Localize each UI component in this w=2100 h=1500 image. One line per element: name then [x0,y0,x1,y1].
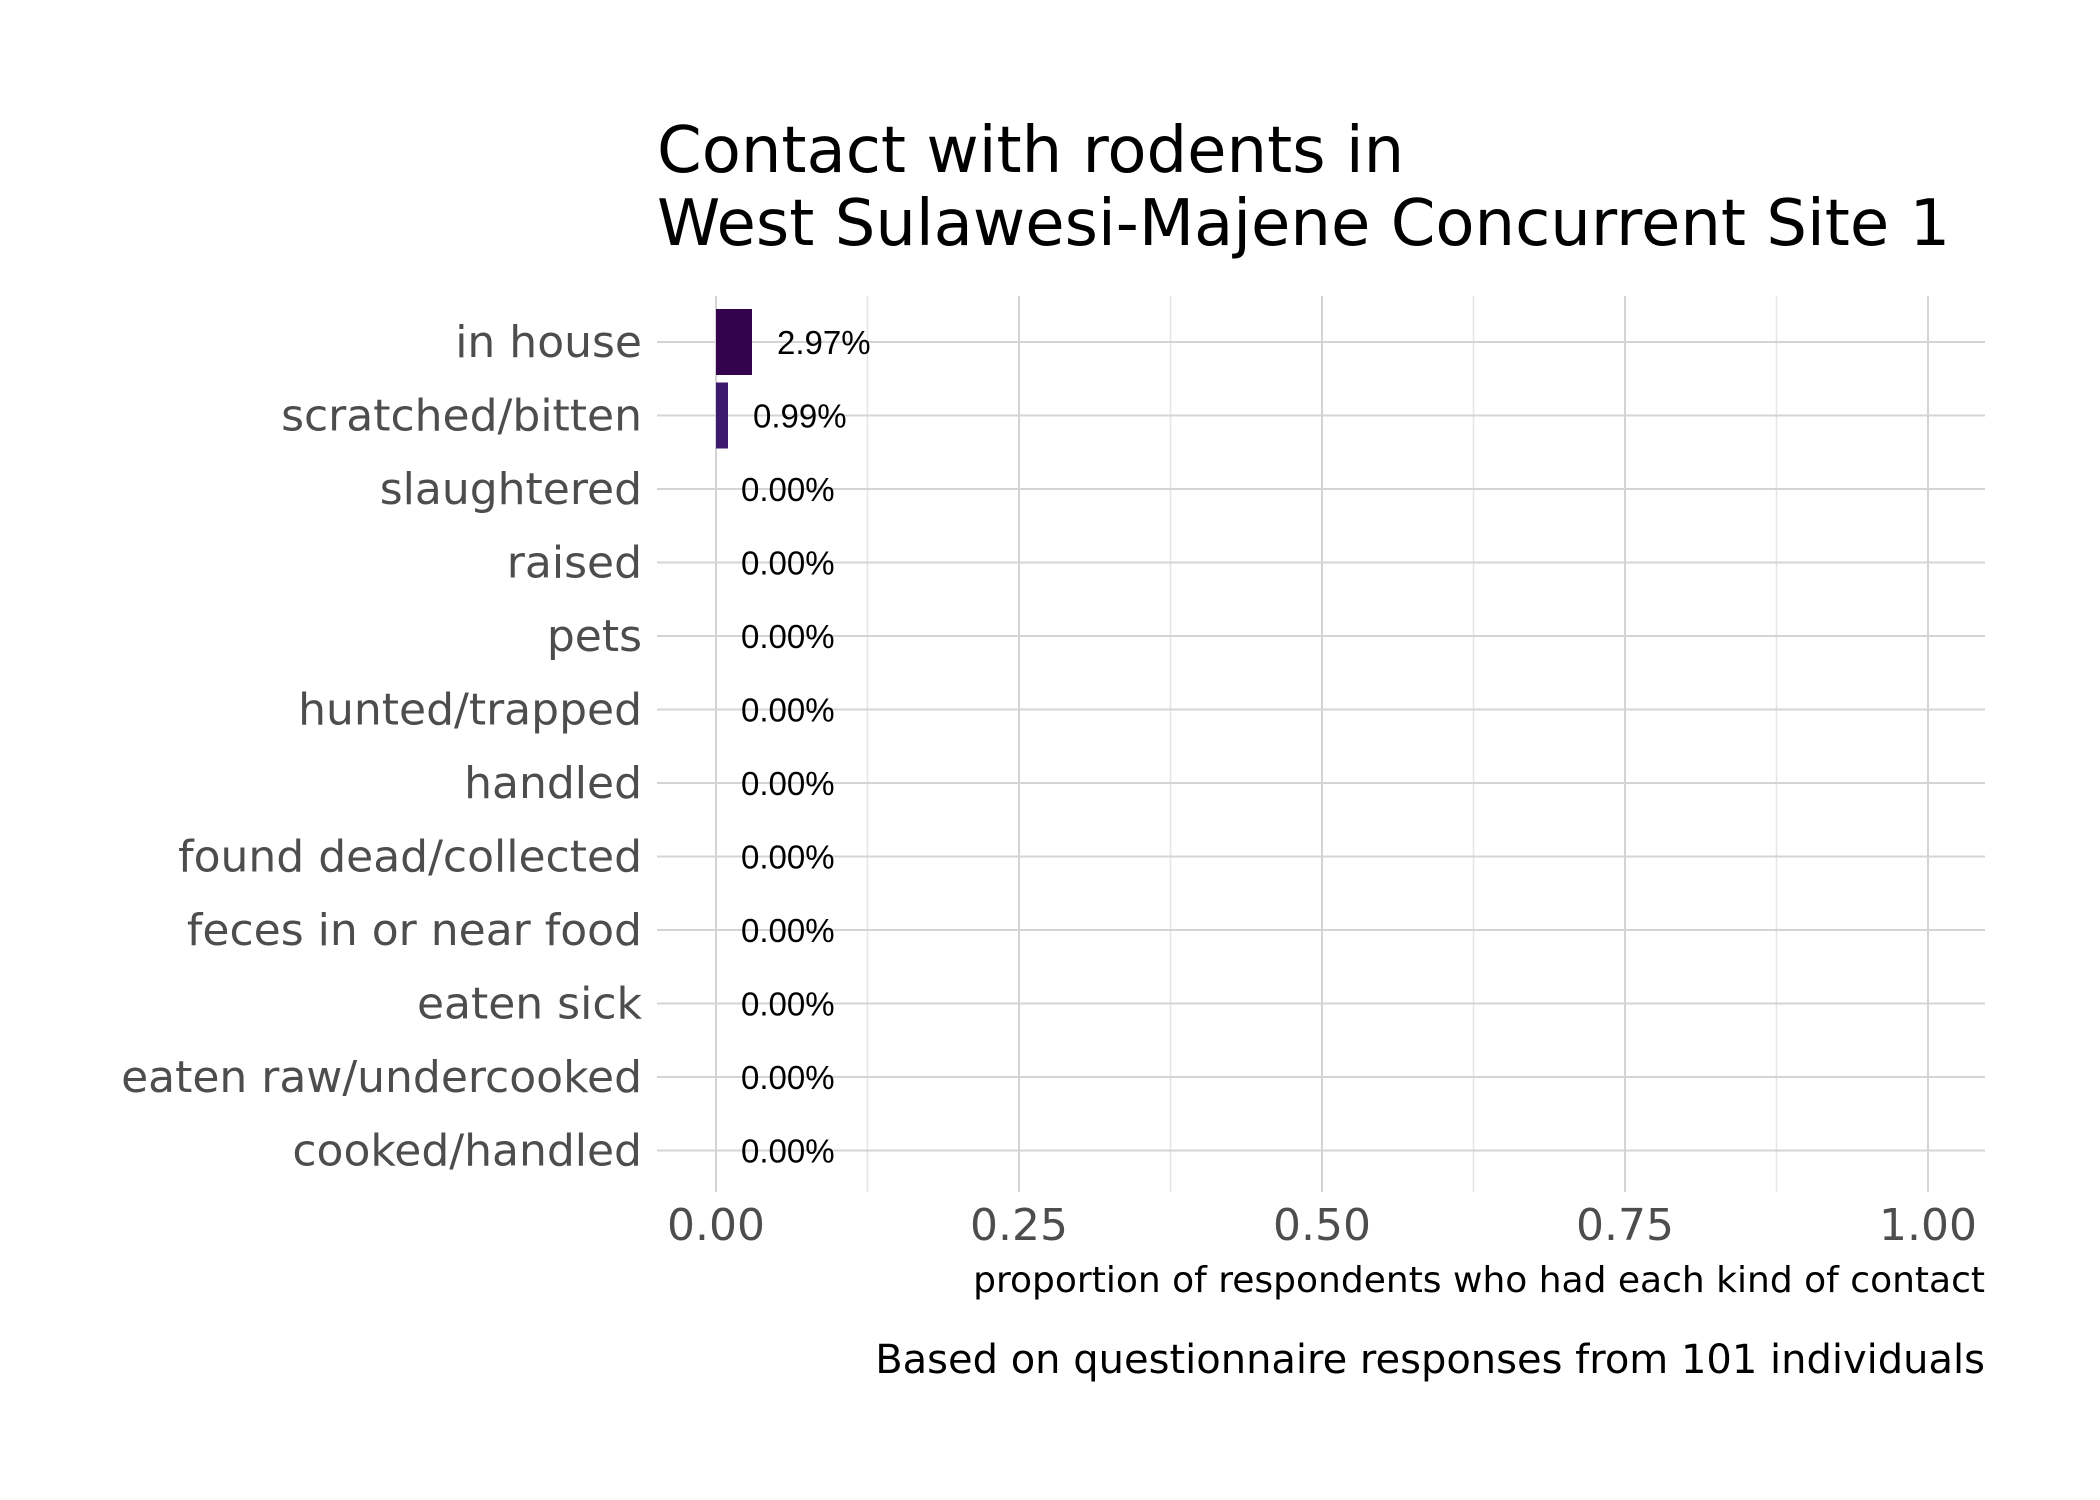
value-label: 0.00% [741,765,835,802]
category-label: eaten sick [417,979,643,1030]
x-tick-label: 0.75 [1576,1200,1674,1251]
value-label: 0.00% [741,986,835,1023]
value-label: 2.97% [777,324,871,361]
x-axis-title: proportion of respondents who had each k… [973,1260,1985,1301]
category-label: handled [464,758,642,809]
value-label: 0.00% [741,471,835,508]
chart-caption: Based on questionnaire responses from 10… [875,1337,1985,1383]
bars [716,309,752,449]
category-label: hunted/trapped [298,685,642,736]
bar [716,382,728,449]
value-label: 0.00% [741,692,835,729]
chart-title-line-1: Contact with rodents in [657,114,1404,188]
value-label: 0.00% [741,1133,835,1170]
category-labels: in house scratched/bitten slaughtered raise… [121,317,642,1177]
x-axis-ticks: 0.00 0.25 0.50 0.75 1.00 [667,1200,1977,1251]
value-labels: 2.97% 0.99% 0.00% 0.00% 0.00% 0.00% 0.00% 0.00%… [741,324,871,1170]
value-label: 0.00% [741,618,835,655]
chart-title-line-2: West Sulawesi-Majene Concurrent Site 1 [657,187,1950,261]
x-tick-label: 0.25 [970,1200,1068,1251]
bar [716,309,752,375]
category-label: raised [507,538,642,589]
x-tick-label: 1.00 [1879,1200,1977,1251]
grid [657,296,1985,1192]
value-label: 0.00% [741,545,835,582]
category-label: scratched/bitten [281,391,642,442]
value-label: 0.00% [741,912,835,949]
value-label: 0.00% [741,839,835,876]
category-label: in house [455,317,642,368]
category-label: feces in or near food [187,905,642,956]
category-label: found dead/collected [178,832,642,883]
x-tick-label: 0.50 [1273,1200,1371,1251]
category-label: slaughtered [380,464,642,515]
category-label: cooked/handled [292,1126,642,1177]
value-label: 0.99% [753,398,847,435]
category-label: eaten raw/undercooked [121,1052,642,1103]
category-label: pets [547,611,642,662]
x-tick-label: 0.00 [667,1200,765,1251]
value-label: 0.00% [741,1059,835,1096]
